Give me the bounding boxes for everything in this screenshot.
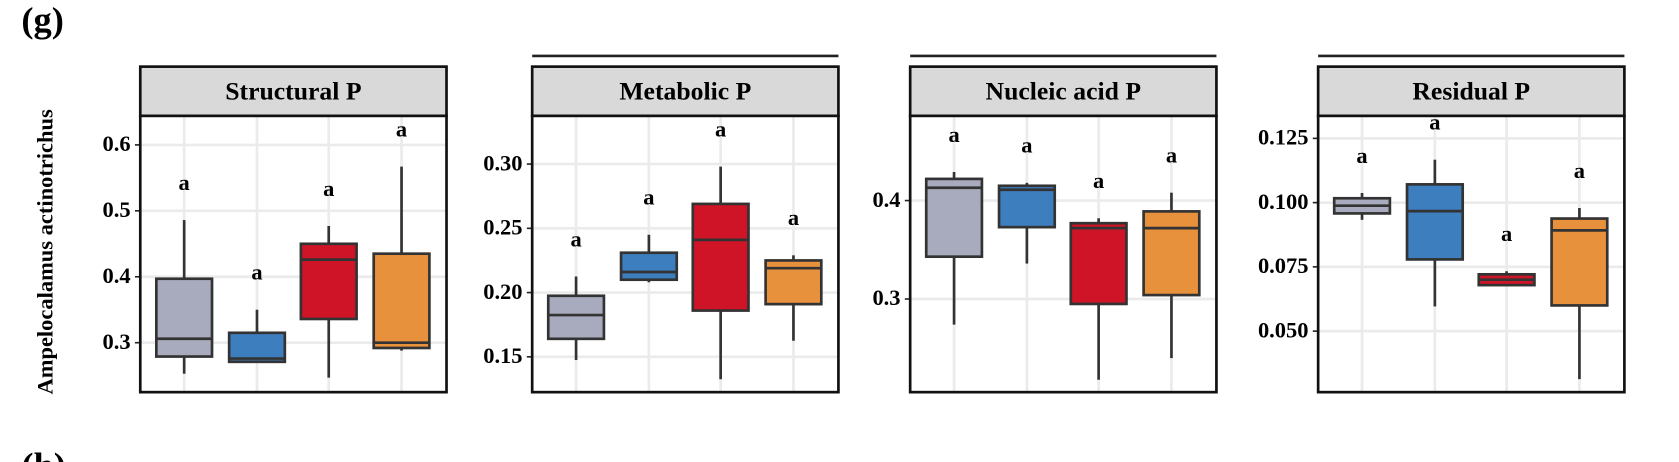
y-tick-label: 0.25	[483, 215, 522, 240]
y-axis-label: Ampelocalamus actinotrichus	[32, 109, 57, 394]
box	[1069, 221, 1128, 306]
y-tick-label: 0.20	[483, 279, 522, 304]
panel-title: Residual P	[1412, 76, 1530, 105]
significance-letter: a	[396, 116, 407, 141]
significance-letter: a	[251, 260, 262, 285]
y-tick-label: 0.5	[103, 197, 131, 222]
y-tick-label: 0.4	[103, 263, 131, 288]
panel-title: Metabolic P	[619, 76, 751, 105]
y-tick-label: 0.30	[483, 150, 522, 175]
y-tick-label: 0.15	[483, 343, 522, 368]
panel-title: Nucleic acid P	[986, 76, 1142, 105]
y-tick-label: 0.4	[872, 187, 900, 212]
significance-letter: a	[643, 185, 654, 210]
box	[691, 202, 750, 312]
box	[299, 242, 358, 321]
box	[1405, 183, 1465, 261]
box	[619, 251, 679, 282]
y-tick-label: 0.125	[1258, 125, 1309, 150]
box	[924, 177, 984, 259]
significance-letter: a	[179, 170, 190, 195]
significance-letter: a	[1093, 168, 1104, 193]
panel-label: (g)	[21, 0, 63, 40]
y-tick-label: 0.3	[103, 329, 131, 354]
plot-border	[908, 114, 1218, 394]
box	[997, 184, 1057, 229]
strip	[1316, 65, 1626, 118]
y-tick-label: 0.100	[1258, 189, 1309, 214]
significance-letter: a	[1021, 133, 1032, 158]
significance-letter: a	[1574, 158, 1585, 183]
strip	[908, 65, 1218, 118]
plot-border	[1316, 114, 1626, 394]
y-tick-label: 0.075	[1258, 253, 1309, 278]
box	[1142, 210, 1201, 297]
strip	[530, 65, 840, 118]
significance-letter: a	[788, 205, 799, 230]
y-tick-label: 0.050	[1258, 317, 1309, 342]
significance-letter: a	[1166, 143, 1177, 168]
next-panel-label: (h)	[21, 446, 65, 462]
significance-letter: a	[1356, 143, 1367, 168]
significance-letter: a	[948, 122, 959, 147]
plot-border	[530, 114, 840, 394]
box	[154, 277, 214, 358]
significance-letter: a	[1501, 221, 1512, 246]
y-tick-label: 0.3	[872, 285, 900, 310]
y-tick-label: 0.6	[103, 131, 131, 156]
box	[227, 331, 287, 364]
significance-letter: a	[715, 116, 726, 141]
plot-border	[138, 114, 448, 394]
significance-letter: a	[323, 176, 334, 201]
plot-background	[532, 115, 839, 393]
significance-letter: a	[570, 226, 581, 251]
panel-title: Structural P	[225, 76, 361, 105]
box	[1550, 217, 1609, 307]
strip	[138, 65, 448, 118]
significance-letter: a	[1429, 110, 1440, 135]
box	[546, 294, 606, 341]
box	[372, 252, 431, 350]
